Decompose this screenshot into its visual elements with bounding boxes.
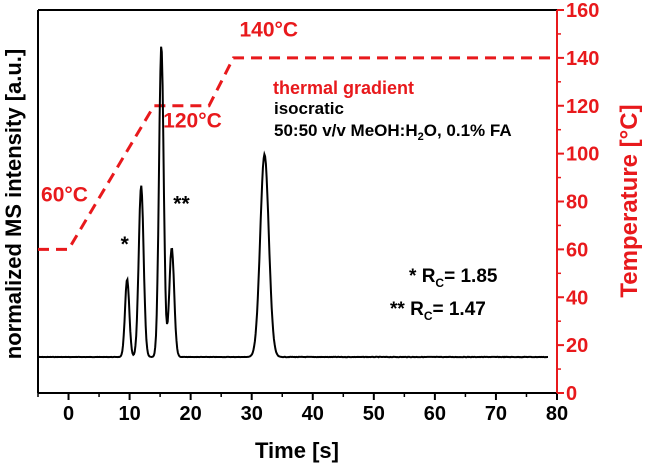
y-right-tick-label: 120: [566, 96, 599, 118]
y-right-tick-label: 160: [566, 0, 599, 22]
res1-label: R: [422, 266, 436, 287]
peak-label: *: [121, 233, 130, 256]
res2-label: R: [410, 299, 424, 320]
y-right-tick-label: 0: [566, 383, 577, 405]
temperature-labels: 60°C 120°C 140°C: [41, 18, 298, 206]
x-tick-label: 70: [485, 403, 507, 425]
y-right-tick-label: 100: [566, 144, 599, 166]
conditions-subscript: 2: [418, 131, 424, 143]
y-right-tick-label: 40: [566, 287, 588, 309]
resolution-line-1: * RC= 1.85: [409, 266, 498, 290]
temperature-label: 140°C: [239, 18, 298, 41]
legend-isocratic: isocratic: [274, 99, 344, 118]
right-axis-label: Temperature [°C]: [616, 104, 643, 297]
x-tick-label: 40: [302, 403, 324, 425]
x-tick-label: 60: [424, 403, 446, 425]
res2-sub: C: [424, 309, 433, 323]
x-tick-label: 30: [241, 403, 263, 425]
res1-value: = 1.85: [444, 266, 498, 287]
resolution-line-2: ** RC= 1.47: [390, 299, 486, 323]
right-axis-ticks: 0 20 40 60 80 100 120 140 160: [557, 0, 599, 405]
temperature-label: 120°C: [163, 109, 222, 132]
temperature-label: 60°C: [41, 184, 88, 207]
conditions-suffix: O, 0.1% FA: [424, 121, 512, 140]
ms-intensity-series-line: [38, 46, 548, 359]
left-axis-label: normalized MS intensity [a.u.]: [1, 49, 26, 359]
x-tick-label: 10: [118, 403, 140, 425]
x-tick-label: 80: [546, 403, 568, 425]
legend-thermal-gradient: thermal gradient: [273, 78, 414, 98]
x-axis-label: Time [s]: [255, 438, 339, 463]
res1-stars: *: [409, 266, 417, 287]
peak-labels: ***: [121, 193, 191, 257]
x-tick-label: 20: [180, 403, 202, 425]
temperature-series-line: [38, 56, 557, 251]
res1-sub: C: [435, 276, 444, 290]
x-axis-ticks: 0 10 20 30 40 50 60 70 80: [37, 393, 568, 425]
legend-conditions: 50:50 v/v MeOH:H2O, 0.1% FA: [274, 121, 512, 143]
peak-label: **: [173, 193, 190, 216]
conditions-prefix: 50:50 v/v MeOH:H: [274, 121, 418, 140]
x-tick-label: 0: [63, 403, 74, 425]
x-tick-label: 50: [363, 403, 385, 425]
res2-stars: **: [390, 299, 405, 320]
y-right-tick-label: 60: [566, 239, 588, 261]
y-right-tick-label: 20: [566, 335, 588, 357]
res2-value: = 1.47: [432, 299, 485, 320]
y-right-tick-label: 80: [566, 192, 588, 214]
y-right-tick-label: 140: [566, 48, 599, 70]
